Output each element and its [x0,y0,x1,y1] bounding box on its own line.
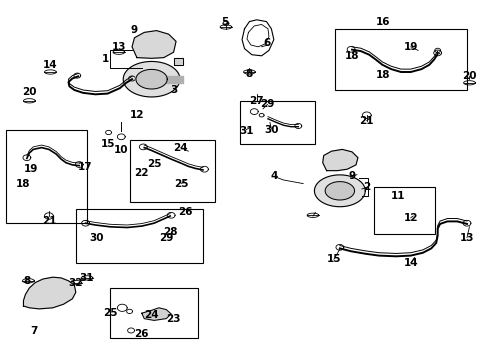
Polygon shape [23,277,76,309]
Polygon shape [142,308,171,320]
Text: 31: 31 [80,273,94,283]
Text: 18: 18 [16,179,31,189]
Text: 9: 9 [131,24,138,35]
Text: 26: 26 [178,207,193,217]
Bar [334,29,466,90]
Text: 3: 3 [170,85,177,95]
Text: 20: 20 [461,71,476,81]
Text: 27: 27 [249,96,264,106]
Polygon shape [123,62,180,97]
Text: 18: 18 [344,51,359,61]
Text: 23: 23 [166,314,181,324]
Text: 10: 10 [114,145,128,156]
Text: 6: 6 [263,38,269,48]
Text: 29: 29 [159,233,173,243]
Text: 15: 15 [101,139,116,149]
Text: 11: 11 [390,191,405,201]
Text: 25: 25 [146,159,161,169]
Text: 19: 19 [403,42,417,52]
Text: 14: 14 [403,258,417,268]
Polygon shape [322,149,357,171]
Text: 17: 17 [78,162,93,172]
Text: 21: 21 [359,116,373,126]
Text: 14: 14 [43,60,58,70]
Bar [76,209,203,263]
Text: 4: 4 [269,171,277,181]
Text: 29: 29 [260,99,274,109]
Text: 25: 25 [173,179,188,189]
Text: 15: 15 [326,254,341,264]
Text: 1: 1 [102,54,108,64]
Text: 28: 28 [163,227,177,237]
Text: 13: 13 [459,233,473,243]
Text: 26: 26 [134,329,149,339]
Text: 8: 8 [245,69,252,79]
Text: 20: 20 [22,87,37,97]
Text: 2: 2 [363,182,369,192]
Text: 30: 30 [264,125,278,135]
Polygon shape [325,182,354,200]
Text: 30: 30 [89,233,104,243]
Text: 7: 7 [30,326,38,336]
Text: 18: 18 [375,69,389,80]
Bar [110,288,198,338]
Text: 21: 21 [41,216,56,226]
Text: 9: 9 [348,171,355,181]
Text: 16: 16 [375,17,389,27]
Text: 24: 24 [173,143,188,153]
Polygon shape [166,76,183,83]
Bar [373,187,434,234]
Bar [129,140,215,202]
Polygon shape [314,175,365,207]
Text: 12: 12 [129,110,144,120]
Text: 32: 32 [68,278,83,288]
Text: 22: 22 [134,168,149,178]
Bar [6,130,87,223]
Text: 31: 31 [239,126,253,136]
Polygon shape [136,69,167,89]
Polygon shape [173,58,183,65]
Text: 8: 8 [23,276,30,286]
Text: 12: 12 [403,213,417,223]
Polygon shape [132,31,176,58]
Text: 24: 24 [144,310,159,320]
Text: 13: 13 [111,42,126,52]
Text: 25: 25 [102,308,117,318]
Text: 19: 19 [23,164,38,174]
Bar [239,101,315,144]
Text: 5: 5 [221,17,228,27]
